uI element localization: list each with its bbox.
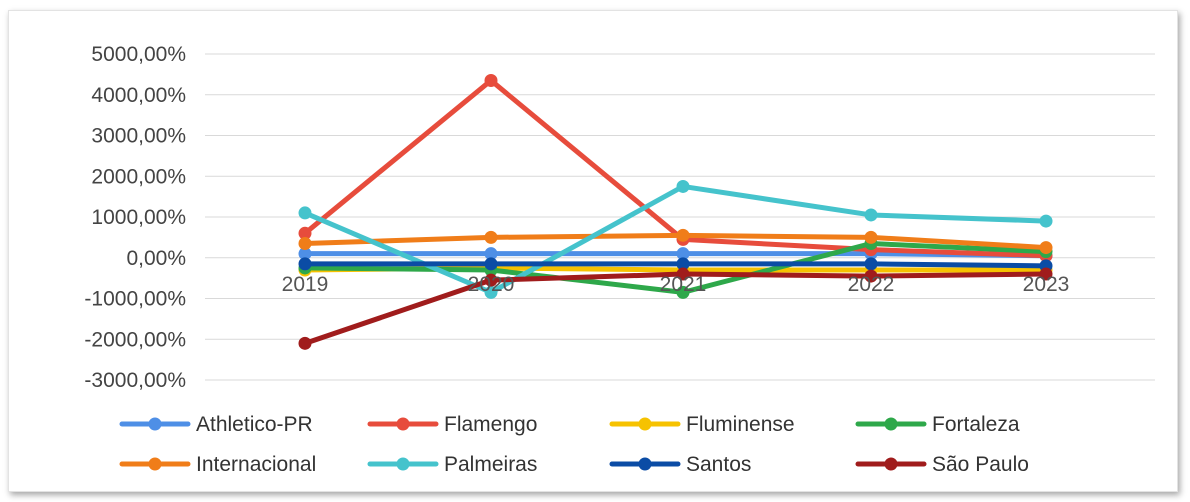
data-point — [484, 73, 498, 87]
data-point — [298, 226, 312, 240]
data-point — [298, 336, 312, 350]
y-tick-label: 3000,00% — [91, 125, 186, 148]
legend-swatch-marker — [638, 417, 652, 431]
data-point — [298, 247, 312, 261]
legend-item: Flamengo — [367, 413, 537, 436]
y-axis: 5000,00% 4000,00% 3000,00% 2000,00% 1000,00%… — [84, 43, 186, 392]
data-point — [676, 179, 690, 193]
series-lines — [298, 73, 1053, 350]
legend-item: São Paulo — [855, 453, 1029, 476]
y-tick-label: 0,00% — [126, 247, 186, 270]
legend-swatch-marker — [148, 457, 162, 471]
legend-label: Santos — [686, 453, 751, 476]
series-line — [302, 261, 1049, 269]
legend-item: Fortaleza — [855, 413, 1020, 436]
legend-item: Palmeiras — [367, 453, 537, 476]
y-tick-label: -2000,00% — [84, 328, 186, 351]
data-point — [864, 257, 878, 271]
data-point — [484, 285, 498, 299]
data-point — [1039, 214, 1053, 228]
data-point — [864, 269, 878, 283]
x-tick-label: 2023 — [1023, 273, 1070, 296]
series-santos — [298, 257, 1053, 273]
legend-label: Fortaleza — [932, 413, 1020, 436]
legend-label: Athletico-PR — [196, 413, 313, 436]
legend: Athletico-PR Flamengo Fluminense Fortaleza I… — [119, 413, 1029, 476]
legend-swatch-marker — [148, 417, 162, 431]
data-point — [676, 285, 690, 299]
data-point — [1039, 267, 1053, 281]
legend-swatch-marker — [638, 457, 652, 471]
data-point — [676, 267, 690, 281]
data-point — [484, 257, 498, 271]
data-point — [676, 257, 690, 271]
legend-item: Santos — [609, 453, 751, 476]
legend-label: Internacional — [196, 453, 316, 476]
y-tick-label: -3000,00% — [84, 369, 186, 392]
y-tick-label: 5000,00% — [91, 43, 186, 66]
x-tick-label: 2019 — [282, 273, 329, 296]
legend-swatch-marker — [396, 417, 410, 431]
series-s-o-paulo — [298, 267, 1053, 350]
legend-label: Fluminense — [686, 413, 795, 436]
data-point — [484, 247, 498, 261]
x-tick-label: 2021 — [660, 273, 707, 296]
data-point — [864, 208, 878, 222]
legend-label: Flamengo — [444, 413, 537, 436]
data-point — [676, 228, 690, 242]
y-tick-label: 1000,00% — [91, 206, 186, 229]
data-point — [298, 206, 312, 220]
y-tick-label: 4000,00% — [91, 84, 186, 107]
y-tick-label: 2000,00% — [91, 165, 186, 188]
legend-swatch-marker — [884, 457, 898, 471]
y-tick-label: -1000,00% — [84, 288, 186, 311]
legend-swatch-marker — [396, 457, 410, 471]
x-axis: 2019 2020 2021 2022 2023 — [282, 273, 1070, 296]
legend-swatch-marker — [884, 417, 898, 431]
x-tick-label: 2022 — [848, 273, 895, 296]
legend-label: São Paulo — [932, 453, 1029, 476]
x-tick-label: 2020 — [468, 273, 515, 296]
legend-item: Internacional — [119, 453, 316, 476]
series-internacional — [298, 228, 1053, 255]
data-point — [298, 257, 312, 271]
series-line — [302, 77, 1049, 259]
data-point — [676, 247, 690, 261]
data-point — [484, 273, 498, 287]
data-point — [298, 236, 312, 250]
legend-label: Palmeiras — [444, 453, 537, 476]
data-point — [1039, 241, 1053, 255]
legend-item: Athletico-PR — [119, 413, 313, 436]
data-point — [864, 230, 878, 244]
legend-item: Fluminense — [609, 413, 795, 436]
data-point — [484, 230, 498, 244]
